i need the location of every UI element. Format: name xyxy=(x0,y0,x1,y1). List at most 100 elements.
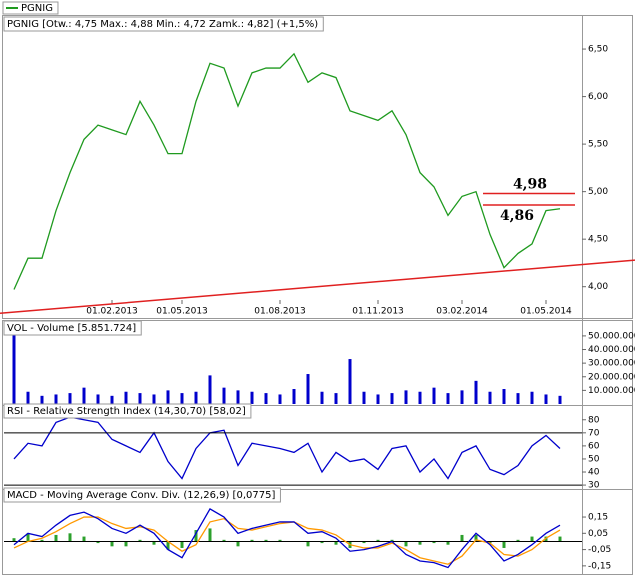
y-tick-label: -0,15 xyxy=(588,561,611,571)
y-tick-label: 0,15 xyxy=(588,513,608,523)
bar xyxy=(404,390,408,404)
y-tick-label: 5,00 xyxy=(588,187,608,197)
bar xyxy=(558,395,562,404)
bar xyxy=(530,536,534,542)
y-tick-label: 6,00 xyxy=(588,92,608,102)
bar xyxy=(474,534,478,542)
bar xyxy=(96,394,100,404)
bar xyxy=(54,394,58,404)
bar xyxy=(236,390,240,404)
y-tick-label: 40 xyxy=(588,468,600,478)
bar xyxy=(152,541,156,545)
bar xyxy=(194,530,198,542)
x-tick-label: 01.05.2014 xyxy=(520,307,572,317)
bar xyxy=(306,374,310,404)
bar xyxy=(502,541,506,548)
bar xyxy=(110,541,114,547)
title-box xyxy=(3,320,142,336)
bar xyxy=(68,393,72,404)
macd-panel xyxy=(2,489,633,575)
bar xyxy=(432,387,436,404)
bar xyxy=(530,391,534,404)
bar xyxy=(12,329,16,404)
y-tick-label: 10.000.000 xyxy=(588,386,635,396)
bar xyxy=(222,539,226,542)
x-tick-label: 01.08.2013 xyxy=(254,307,306,317)
bar xyxy=(474,380,478,404)
trendline xyxy=(0,259,635,315)
plot-area xyxy=(12,329,562,404)
bar xyxy=(54,534,58,542)
y-tick-label: 60 xyxy=(588,441,600,451)
bar xyxy=(138,539,142,542)
panel-title: MACD - Moving Average Conv. Div. (12,26,… xyxy=(7,490,275,501)
bar xyxy=(278,539,282,542)
line-series xyxy=(13,52,561,290)
title-box xyxy=(3,403,252,419)
bar xyxy=(376,539,380,542)
bar xyxy=(12,538,16,542)
bar xyxy=(362,541,366,544)
line-series xyxy=(13,416,561,480)
price-panel xyxy=(2,15,633,319)
bar xyxy=(418,391,422,404)
bar xyxy=(180,393,184,404)
bar xyxy=(208,375,212,404)
title-box xyxy=(3,487,281,503)
x-tick-label: 01.05.2013 xyxy=(156,307,208,317)
bar xyxy=(446,541,450,545)
bar xyxy=(264,393,268,404)
level-label: 4,98 xyxy=(513,177,547,193)
y-tick-label: 50.000.000 xyxy=(588,331,635,341)
bar xyxy=(82,387,86,404)
y-tick-label: 70 xyxy=(588,428,600,438)
bar xyxy=(138,393,142,404)
y-tick-label: 0,05 xyxy=(588,529,608,539)
y-tick-label: 50 xyxy=(588,454,600,464)
bar xyxy=(180,541,184,548)
bar xyxy=(390,393,394,404)
bar xyxy=(236,541,240,547)
bar xyxy=(124,541,128,547)
bar xyxy=(306,541,310,547)
bar xyxy=(334,393,338,404)
panel-title: VOL - Volume [5.851.724] xyxy=(7,323,136,334)
plot-area xyxy=(13,416,561,480)
bar xyxy=(376,394,380,404)
bar xyxy=(460,534,464,542)
bar xyxy=(334,541,338,545)
bar xyxy=(390,539,394,542)
x-tick-label: 01.11.2013 xyxy=(352,307,404,317)
x-tick-label: 03.02.2014 xyxy=(436,307,488,317)
bar xyxy=(278,394,282,404)
y-tick-label: 20.000.000 xyxy=(588,372,635,382)
y-tick-label: 4,50 xyxy=(588,235,608,245)
bar xyxy=(166,541,170,550)
y-tick-label: 40.000.000 xyxy=(588,345,635,355)
legend-label: PGNIG xyxy=(21,3,53,14)
panel-title: PGNIG [Otw.: 4,75 Max.: 4,88 Min.: 4,72 … xyxy=(7,19,318,30)
bar xyxy=(68,533,72,542)
y-tick-label: 30 xyxy=(588,481,600,491)
x-tick-label: 01.02.2013 xyxy=(86,307,138,317)
bar xyxy=(82,536,86,542)
legend-box xyxy=(2,1,59,15)
bar xyxy=(488,391,492,404)
bar xyxy=(558,536,562,542)
bar xyxy=(516,393,520,404)
line-series xyxy=(13,508,561,569)
panel-title: RSI - Relative Strength Index (14,30,70)… xyxy=(7,406,246,417)
bar xyxy=(544,394,548,404)
bar xyxy=(40,395,44,404)
bar xyxy=(40,539,44,542)
plot-area xyxy=(4,508,582,569)
bar xyxy=(362,391,366,404)
y-tick-label: 4,00 xyxy=(588,282,608,292)
level-label: 4,86 xyxy=(500,208,534,224)
title-box xyxy=(3,16,324,32)
plot-area xyxy=(13,52,561,290)
bar xyxy=(488,541,492,544)
bar xyxy=(250,391,254,404)
bar xyxy=(208,528,212,542)
y-tick-label: 5,50 xyxy=(588,140,608,150)
